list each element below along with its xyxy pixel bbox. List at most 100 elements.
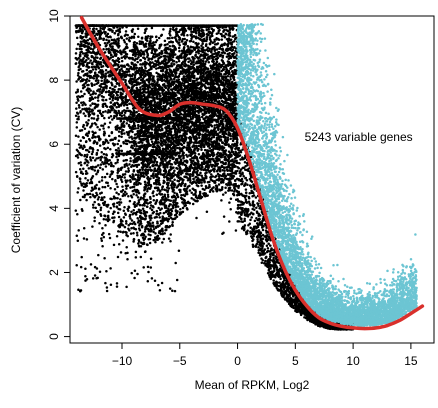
data-point bbox=[229, 197, 233, 200]
data-point bbox=[144, 168, 147, 171]
data-point bbox=[182, 42, 185, 46]
data-point bbox=[123, 111, 127, 114]
data-point bbox=[242, 174, 245, 178]
data-point bbox=[242, 194, 245, 198]
data-point bbox=[152, 230, 155, 234]
data-point bbox=[109, 206, 112, 210]
data-point bbox=[120, 122, 124, 126]
data-point bbox=[189, 180, 192, 184]
data-point bbox=[212, 135, 216, 139]
data-point bbox=[95, 82, 98, 86]
data-point bbox=[173, 76, 177, 79]
data-point bbox=[221, 168, 224, 172]
data-point bbox=[162, 28, 165, 31]
data-point bbox=[81, 108, 84, 111]
data-point bbox=[91, 133, 95, 137]
data-point bbox=[161, 185, 165, 188]
data-point bbox=[163, 39, 167, 43]
data-point bbox=[185, 187, 189, 190]
data-point bbox=[136, 202, 139, 206]
data-point bbox=[108, 175, 112, 178]
data-point bbox=[77, 71, 80, 75]
data-point bbox=[110, 81, 113, 84]
data-point bbox=[197, 36, 200, 40]
data-point bbox=[86, 179, 90, 182]
data-point bbox=[115, 191, 118, 194]
data-point bbox=[171, 55, 175, 59]
data-point bbox=[85, 181, 89, 185]
data-point bbox=[97, 66, 101, 70]
data-point bbox=[189, 45, 193, 48]
data-point bbox=[96, 149, 100, 152]
data-point bbox=[109, 45, 112, 48]
data-point bbox=[261, 233, 265, 237]
data-point bbox=[224, 186, 227, 190]
data-point bbox=[261, 228, 265, 232]
data-point bbox=[113, 188, 117, 191]
data-point bbox=[267, 235, 270, 238]
data-point bbox=[78, 180, 82, 183]
data-point bbox=[96, 169, 100, 172]
data-point bbox=[167, 140, 171, 143]
data-point bbox=[162, 211, 166, 215]
data-point bbox=[82, 74, 86, 77]
data-point bbox=[154, 240, 157, 244]
data-point bbox=[233, 40, 236, 43]
data-point bbox=[130, 195, 134, 199]
data-point bbox=[84, 114, 87, 118]
data-point bbox=[172, 188, 175, 192]
data-point bbox=[78, 106, 81, 109]
data-point bbox=[120, 149, 124, 153]
data-point bbox=[272, 256, 275, 260]
data-point bbox=[117, 130, 121, 133]
data-point bbox=[245, 200, 248, 204]
data-point bbox=[82, 83, 86, 86]
data-point bbox=[245, 178, 249, 182]
data-point bbox=[226, 75, 230, 78]
data-point bbox=[195, 157, 199, 160]
data-point bbox=[243, 161, 247, 164]
data-point bbox=[104, 90, 108, 94]
data-point bbox=[173, 213, 177, 217]
data-point bbox=[138, 40, 142, 43]
data-point bbox=[85, 35, 88, 39]
data-point bbox=[120, 56, 124, 60]
data-point bbox=[97, 156, 100, 160]
data-point bbox=[200, 115, 204, 119]
data-point bbox=[133, 32, 137, 36]
data-point bbox=[228, 51, 231, 55]
data-point bbox=[214, 175, 217, 179]
data-point bbox=[88, 110, 91, 114]
data-point bbox=[111, 55, 115, 59]
data-point bbox=[152, 199, 156, 202]
data-point bbox=[109, 148, 112, 151]
data-point bbox=[135, 86, 139, 90]
data-point bbox=[248, 202, 251, 205]
data-point bbox=[168, 37, 171, 40]
data-point bbox=[188, 121, 191, 124]
data-point bbox=[137, 191, 141, 195]
data-point bbox=[87, 119, 90, 122]
data-point bbox=[77, 187, 80, 190]
data-point bbox=[146, 181, 149, 184]
data-point bbox=[125, 187, 128, 190]
data-point bbox=[166, 195, 170, 198]
data-point bbox=[122, 78, 125, 81]
data-point bbox=[154, 232, 157, 235]
data-point bbox=[132, 208, 135, 212]
data-point bbox=[88, 139, 92, 142]
data-point bbox=[84, 177, 87, 180]
data-point bbox=[147, 68, 151, 72]
data-point bbox=[119, 230, 122, 234]
data-point bbox=[157, 206, 160, 210]
data-point bbox=[238, 161, 241, 165]
data-point bbox=[176, 30, 179, 34]
data-point bbox=[249, 218, 252, 222]
data-point bbox=[87, 79, 91, 83]
data-point bbox=[286, 288, 290, 292]
data-point bbox=[169, 179, 172, 182]
data-point bbox=[112, 90, 116, 94]
data-point bbox=[155, 193, 159, 197]
data-point bbox=[127, 123, 131, 127]
data-point bbox=[137, 35, 140, 39]
